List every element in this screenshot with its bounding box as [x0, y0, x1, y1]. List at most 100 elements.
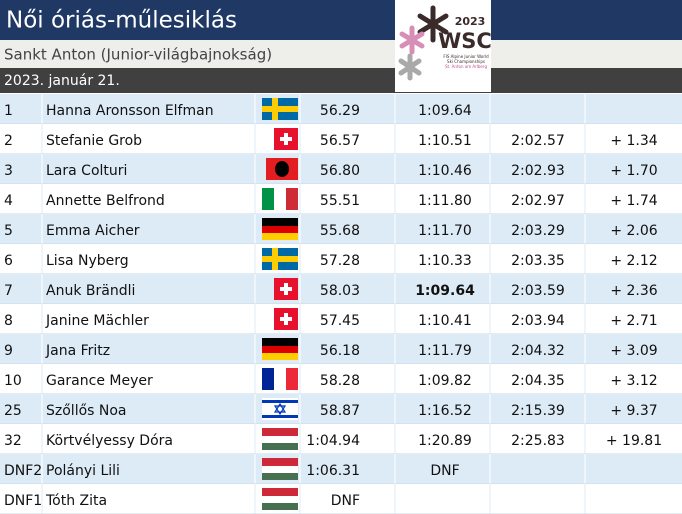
run1-cell: DNF: [331, 493, 360, 509]
flag-part: [262, 488, 298, 496]
rank-cell: 1: [4, 103, 13, 119]
run2-cell: 1:20.89: [418, 433, 472, 449]
flag: [262, 398, 298, 420]
rank-cell: 32: [4, 433, 22, 449]
flag: [262, 488, 298, 510]
flag-part: [262, 106, 298, 112]
flag: [262, 98, 298, 120]
run1-cell: 56.18: [320, 343, 360, 359]
flag-part: [262, 353, 298, 360]
flag-part: [262, 346, 298, 353]
row-bg: [0, 364, 682, 394]
rank-cell: 8: [4, 313, 13, 329]
flag-part: [262, 443, 298, 450]
row-bg: [0, 244, 682, 274]
run1-cell: 55.68: [320, 223, 360, 239]
run2-cell: 1:10.41: [418, 313, 472, 329]
flag-part: [274, 188, 286, 210]
total-cell: 2:02.93: [511, 163, 565, 179]
run1-cell: 58.28: [320, 373, 360, 389]
diff-cell: + 1.70: [610, 163, 657, 179]
total-cell: 2:03.59: [511, 283, 565, 299]
logo-name: WSC: [438, 29, 492, 53]
total-cell: 2:25.83: [511, 433, 565, 449]
flag-part: [262, 503, 298, 510]
diff-cell: + 2.12: [610, 253, 657, 269]
flag-part: [262, 415, 298, 418]
diff-cell: + 2.06: [610, 223, 657, 239]
name-cell: Jana Fritz: [45, 343, 110, 359]
flag: [274, 128, 298, 150]
rank-cell: 2: [4, 133, 13, 149]
flag-part: [262, 256, 298, 262]
rank-cell: 25: [4, 403, 22, 419]
total-cell: 2:02.97: [511, 193, 565, 209]
flag-part: [262, 473, 298, 480]
flag: [266, 158, 298, 180]
rank-cell: 3: [4, 163, 13, 179]
total-cell: 2:02.57: [511, 133, 565, 149]
name-cell: Polányi Lili: [46, 463, 120, 479]
flag-part: [262, 428, 298, 436]
rank-cell: DNF2: [4, 463, 42, 479]
flag-part: [262, 400, 298, 403]
flag-part: [262, 398, 298, 420]
rank-cell: 6: [4, 253, 13, 269]
name-cell: Lara Colturi: [46, 163, 127, 179]
run2-cell: 1:16.52: [418, 403, 472, 419]
run2-cell: 1:11.80: [418, 193, 472, 209]
flag: [262, 368, 298, 390]
diff-cell: + 9.37: [610, 403, 657, 419]
row-bg: [0, 94, 682, 124]
flag-part: [280, 287, 292, 291]
date-bar: [0, 68, 682, 93]
row-bg: [0, 154, 682, 184]
flag-part: [274, 368, 286, 390]
name-cell: Janine Mächler: [45, 313, 149, 329]
diff-cell: + 2.71: [610, 313, 657, 329]
diff-cell: + 1.74: [610, 193, 657, 209]
run1-cell: 56.57: [320, 133, 360, 149]
name-cell: Tóth Zita: [45, 493, 107, 509]
flag-part: [262, 218, 298, 226]
name-cell: Emma Aicher: [46, 223, 140, 239]
run1-cell: 55.51: [320, 193, 360, 209]
diff-cell: + 1.34: [610, 133, 657, 149]
subtitle-bar: [0, 40, 682, 68]
run2-cell: DNF: [430, 463, 459, 479]
name-cell: Stefanie Grob: [46, 133, 142, 149]
run1-cell: 57.45: [320, 313, 360, 329]
name-cell: Annette Belfrond: [46, 193, 165, 209]
flag: [274, 278, 298, 300]
flag-part: [280, 137, 292, 141]
total-cell: 2:04.32: [511, 343, 565, 359]
flag: [262, 188, 298, 210]
row-bg: [0, 214, 682, 244]
title: Női óriás-műlesiklás: [6, 8, 237, 34]
rank-cell: DNF1: [4, 493, 42, 509]
total-cell: 2:03.29: [511, 223, 565, 239]
run1-cell: 57.28: [320, 253, 360, 269]
flag-part: [275, 161, 289, 177]
flag-part: [280, 317, 292, 321]
logo-year: 2023: [455, 15, 486, 28]
flag: [262, 218, 298, 240]
row-bg: [0, 274, 682, 304]
diff-cell: + 3.09: [610, 343, 657, 359]
name-cell: Anuk Brändli: [46, 283, 135, 299]
run1-cell: 1:04.94: [306, 433, 360, 449]
rank-cell: 5: [4, 223, 13, 239]
flag-part: [262, 226, 298, 233]
row-bg: [0, 124, 682, 154]
name-cell: Lisa Nyberg: [46, 253, 129, 269]
snowflake-dark: [417, 5, 449, 43]
row-bg: [0, 424, 682, 454]
diff-cell: + 3.12: [610, 373, 657, 389]
run2-cell: 1:10.51: [418, 133, 472, 149]
logo-line: St. Anton am Arlberg: [445, 64, 487, 69]
flag: [274, 308, 298, 330]
rank-cell: 9: [4, 343, 13, 359]
flag: [262, 248, 298, 270]
run2-cell: 1:10.46: [418, 163, 472, 179]
